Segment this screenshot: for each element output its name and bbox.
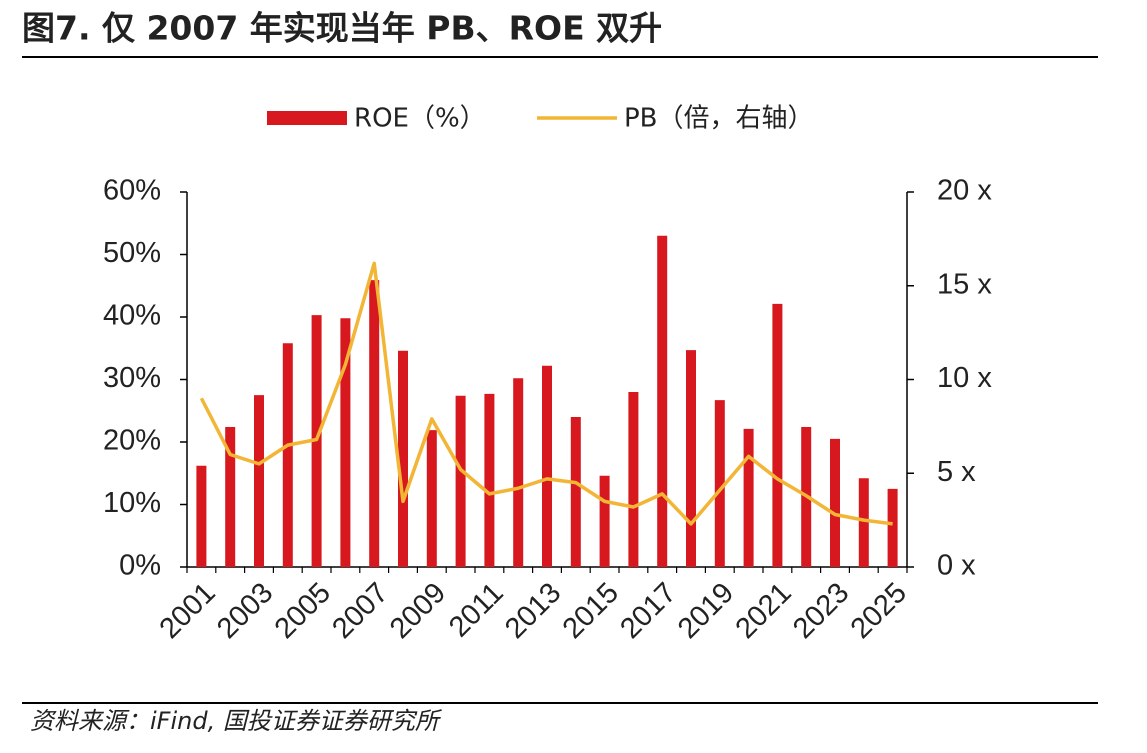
bar bbox=[772, 303, 783, 567]
x-tick-label: 2001 bbox=[154, 577, 222, 645]
x-tick-label: 2025 bbox=[845, 577, 913, 645]
y2-tick-label: 15 x bbox=[937, 268, 992, 300]
x-tick-label: 2013 bbox=[499, 577, 567, 645]
bar bbox=[570, 417, 581, 567]
legend-label: PB（倍，右轴） bbox=[624, 104, 814, 134]
bar bbox=[282, 343, 293, 567]
bar bbox=[340, 318, 351, 567]
bar bbox=[714, 400, 725, 567]
x-tick-label: 2015 bbox=[557, 577, 625, 645]
bar bbox=[398, 350, 408, 567]
y2-tick-label: 10 x bbox=[937, 362, 992, 394]
y-tick-label: 50% bbox=[103, 237, 161, 269]
chart-title: 图7. 仅 2007 年实现当年 PB、ROE 双升 bbox=[22, 9, 662, 48]
bar bbox=[254, 395, 264, 567]
bar bbox=[455, 395, 466, 567]
x-tick-label: 2003 bbox=[211, 577, 279, 645]
x-tick-label: 2007 bbox=[326, 577, 394, 645]
bar bbox=[830, 438, 840, 567]
y2-tick-label: 0 x bbox=[937, 550, 976, 582]
source: 资料来源：iFind, 国投证券证券研究所 bbox=[30, 707, 443, 735]
y-tick-label: 30% bbox=[103, 362, 161, 394]
bar bbox=[887, 488, 898, 567]
bar bbox=[628, 392, 639, 567]
bar bbox=[686, 350, 696, 567]
y2-tick-label: 5 x bbox=[937, 456, 976, 488]
y2-tick-label: 20 x bbox=[937, 175, 992, 207]
bar bbox=[657, 235, 668, 567]
x-tick-label: 2021 bbox=[730, 577, 798, 645]
legend-swatch bbox=[267, 111, 347, 125]
bar bbox=[225, 427, 236, 567]
bar bbox=[513, 378, 524, 567]
bar bbox=[542, 365, 552, 567]
x-tick-label: 2023 bbox=[787, 577, 855, 645]
bar bbox=[484, 393, 495, 567]
y-tick-label: 40% bbox=[103, 300, 161, 332]
bar bbox=[858, 478, 869, 567]
line bbox=[199, 261, 893, 526]
x-tick-label: 2017 bbox=[614, 577, 682, 645]
x-tick-label: 2005 bbox=[269, 577, 337, 645]
y-tick-label: 10% bbox=[103, 487, 161, 519]
bar bbox=[743, 428, 754, 567]
x-tick-label: 2011 bbox=[443, 577, 510, 644]
bar bbox=[599, 475, 610, 567]
y-tick-label: 0% bbox=[119, 550, 161, 582]
bar bbox=[196, 465, 207, 567]
y-tick-label: 60% bbox=[103, 175, 161, 207]
bar bbox=[426, 430, 437, 567]
legend-label: ROE（%） bbox=[354, 104, 486, 134]
y-tick-label: 20% bbox=[103, 425, 161, 457]
bar bbox=[369, 280, 380, 567]
x-tick-label: 2009 bbox=[384, 577, 452, 645]
x-tick-label: 2019 bbox=[672, 577, 740, 645]
